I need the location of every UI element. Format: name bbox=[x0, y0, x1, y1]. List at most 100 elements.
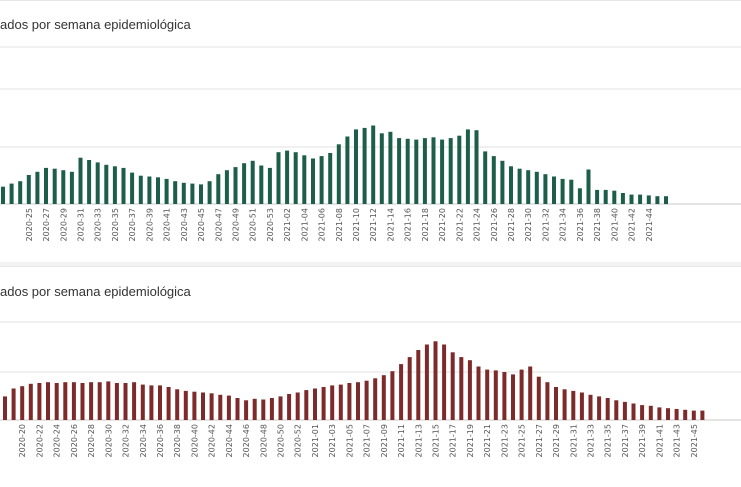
bar-2021-09[interactable] bbox=[381, 375, 386, 420]
bar-2021-23[interactable] bbox=[502, 372, 507, 420]
bar-2021-18[interactable] bbox=[422, 138, 427, 204]
bar-2020-40[interactable] bbox=[156, 177, 160, 204]
bar-2020-34[interactable] bbox=[104, 164, 109, 205]
bar-2021-07[interactable] bbox=[328, 153, 333, 204]
bar-2020-26[interactable] bbox=[35, 171, 40, 204]
bar-2021-04[interactable] bbox=[302, 155, 307, 204]
bar-2020-53[interactable] bbox=[267, 167, 272, 204]
bar-2021-42[interactable] bbox=[629, 194, 634, 204]
bar-2020-28[interactable] bbox=[89, 382, 94, 420]
bar-2020-51[interactable] bbox=[287, 394, 292, 420]
bar-2021-39[interactable] bbox=[640, 405, 645, 420]
bar-2020-46[interactable] bbox=[244, 400, 249, 420]
bar-2021-24[interactable] bbox=[511, 374, 515, 420]
bar-2021-33[interactable] bbox=[552, 176, 556, 205]
bar-2021-20[interactable] bbox=[440, 139, 445, 204]
bar-2021-02[interactable] bbox=[321, 387, 326, 420]
bar-2020-36[interactable] bbox=[158, 385, 162, 420]
bar-2021-11[interactable] bbox=[399, 364, 404, 420]
bar-2020-40[interactable] bbox=[192, 391, 197, 420]
bar-2020-25[interactable] bbox=[26, 175, 31, 204]
bar-2020-42[interactable] bbox=[173, 181, 178, 204]
bar-2020-53[interactable] bbox=[304, 390, 309, 420]
bar-2020-18[interactable] bbox=[3, 396, 7, 420]
bar-2021-21[interactable] bbox=[448, 138, 453, 204]
bar-2020-39[interactable] bbox=[183, 390, 188, 420]
bar-2020-43[interactable] bbox=[181, 182, 186, 204]
bar-2020-24[interactable] bbox=[54, 383, 59, 420]
bar-2021-17[interactable] bbox=[450, 352, 455, 420]
bar-2021-45[interactable] bbox=[691, 410, 696, 420]
bar-2021-26[interactable] bbox=[491, 156, 496, 204]
bar-2021-02[interactable] bbox=[285, 150, 290, 204]
bar-2021-12[interactable] bbox=[371, 125, 376, 205]
bar-2021-35[interactable] bbox=[569, 179, 574, 204]
bar-2021-19[interactable] bbox=[431, 137, 436, 204]
bar-2021-29[interactable] bbox=[554, 387, 558, 420]
bar-2021-30[interactable] bbox=[562, 389, 567, 420]
bar-2020-28[interactable] bbox=[52, 168, 57, 204]
bar-2020-52[interactable] bbox=[259, 165, 264, 205]
bar-2020-44[interactable] bbox=[226, 395, 231, 420]
bar-2020-48[interactable] bbox=[261, 399, 266, 421]
bar-2020-23[interactable] bbox=[46, 382, 50, 420]
bar-2021-22[interactable] bbox=[457, 135, 462, 204]
bar-2021-27[interactable] bbox=[500, 160, 505, 204]
bar-2021-04[interactable] bbox=[338, 384, 343, 420]
bar-2020-29[interactable] bbox=[61, 170, 66, 204]
bar-2020-25[interactable] bbox=[63, 382, 68, 420]
bar-2021-22[interactable] bbox=[493, 370, 498, 420]
bar-2021-03[interactable] bbox=[330, 385, 335, 420]
bar-2020-29[interactable] bbox=[97, 382, 102, 420]
bar-2020-22[interactable] bbox=[1, 186, 5, 204]
bar-2021-01[interactable] bbox=[313, 388, 317, 421]
bar-2020-23[interactable] bbox=[9, 183, 14, 204]
bar-2021-05[interactable] bbox=[311, 158, 315, 205]
bar-2021-15[interactable] bbox=[433, 341, 438, 420]
bar-2021-44[interactable] bbox=[646, 195, 651, 204]
bar-2020-51[interactable] bbox=[250, 160, 255, 204]
bar-2021-14[interactable] bbox=[424, 344, 429, 421]
bar-2021-23[interactable] bbox=[465, 129, 470, 204]
bar-2021-46[interactable] bbox=[700, 410, 705, 420]
bar-2020-35[interactable] bbox=[149, 385, 154, 420]
bar-2021-21[interactable] bbox=[485, 369, 490, 420]
bar-2021-29[interactable] bbox=[517, 168, 522, 204]
bar-2020-21[interactable] bbox=[28, 383, 33, 420]
bar-2021-34[interactable] bbox=[560, 178, 565, 204]
bar-2020-24[interactable] bbox=[18, 181, 23, 204]
bar-2021-16[interactable] bbox=[442, 344, 447, 421]
bar-2021-34[interactable] bbox=[597, 396, 602, 420]
bar-2020-45[interactable] bbox=[199, 184, 203, 204]
bar-2020-27[interactable] bbox=[80, 383, 85, 420]
bar-2021-40[interactable] bbox=[612, 190, 617, 204]
bar-2021-31[interactable] bbox=[571, 390, 576, 420]
bar-2021-18[interactable] bbox=[459, 357, 464, 420]
bar-2020-47[interactable] bbox=[252, 398, 257, 420]
bar-2020-31[interactable] bbox=[114, 383, 119, 420]
bar-2020-38[interactable] bbox=[138, 175, 143, 204]
bar-2021-31[interactable] bbox=[534, 171, 539, 204]
bar-2020-34[interactable] bbox=[140, 384, 145, 420]
bar-2020-47[interactable] bbox=[216, 174, 221, 204]
bar-2021-41[interactable] bbox=[620, 193, 625, 204]
bar-2020-22[interactable] bbox=[37, 383, 42, 420]
bar-2021-32[interactable] bbox=[543, 174, 548, 204]
bar-2020-33[interactable] bbox=[95, 162, 100, 204]
bar-2021-26[interactable] bbox=[528, 366, 533, 421]
bar-2020-39[interactable] bbox=[147, 176, 152, 205]
bar-2021-30[interactable] bbox=[526, 170, 531, 204]
bar-2021-37[interactable] bbox=[586, 169, 591, 205]
bar-2021-43[interactable] bbox=[674, 409, 679, 420]
bar-2021-08[interactable] bbox=[373, 378, 378, 420]
bar-2021-42[interactable] bbox=[666, 408, 670, 420]
bar-2021-13[interactable] bbox=[416, 350, 421, 420]
bar-2020-49[interactable] bbox=[233, 167, 238, 204]
bar-2021-24[interactable] bbox=[474, 130, 479, 204]
bar-2021-28[interactable] bbox=[509, 166, 513, 204]
bar-2021-15[interactable] bbox=[397, 138, 402, 204]
bar-2021-12[interactable] bbox=[407, 357, 412, 420]
bar-2021-10[interactable] bbox=[354, 129, 358, 204]
bar-2021-19[interactable] bbox=[467, 360, 472, 420]
bar-2020-26[interactable] bbox=[71, 382, 76, 420]
